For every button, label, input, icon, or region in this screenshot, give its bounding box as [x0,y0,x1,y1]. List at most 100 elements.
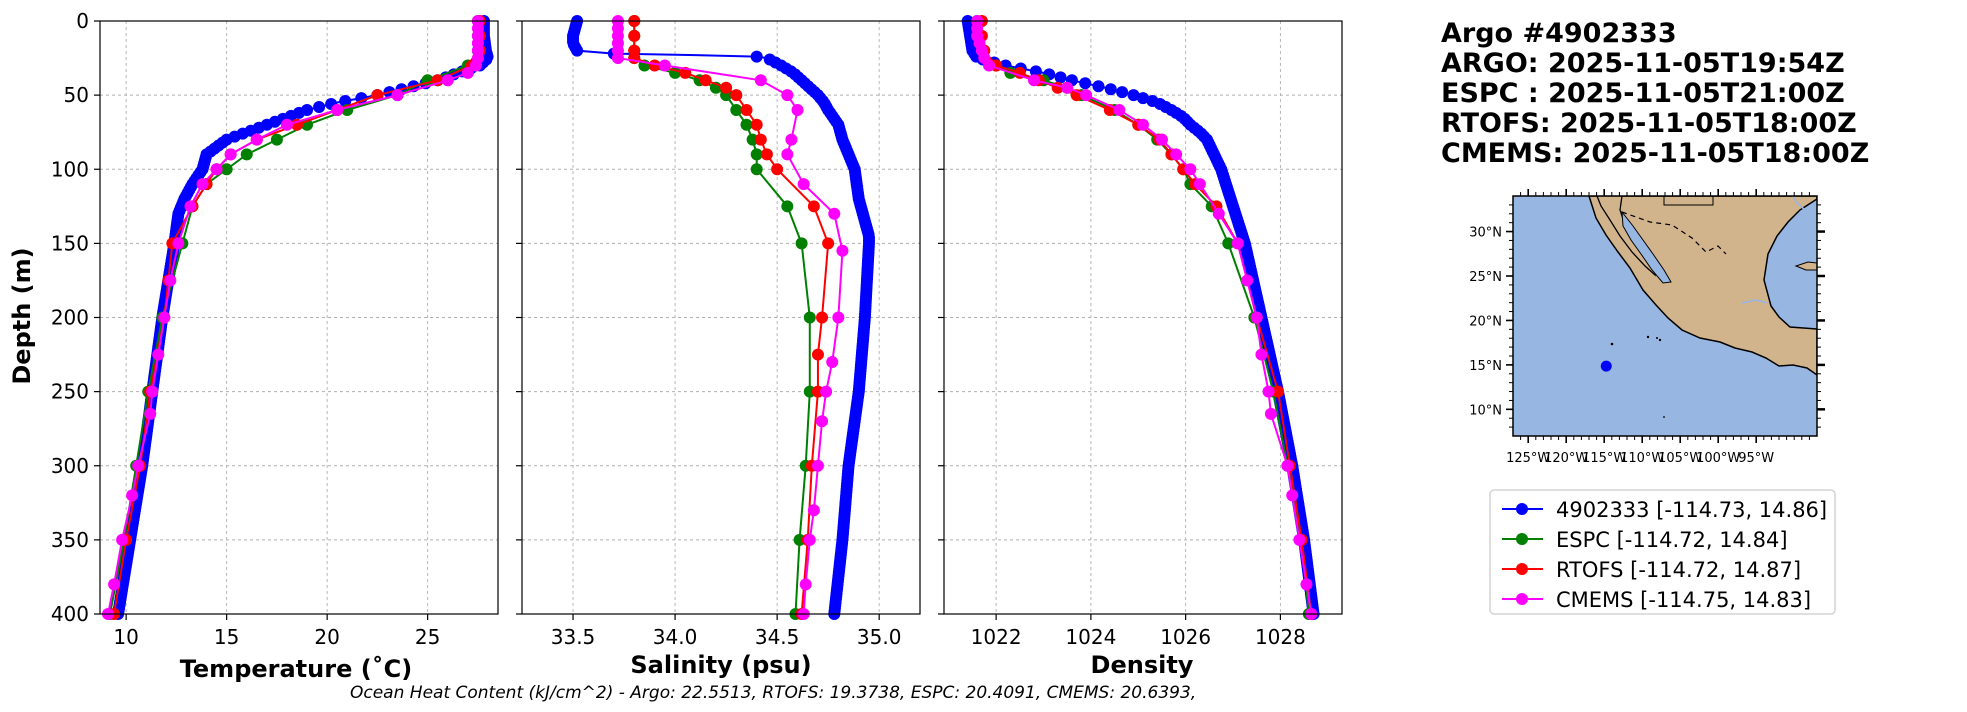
salinity-series-cmems-point [611,52,624,65]
map-top-border [1663,196,1714,206]
legend-box [1489,489,1836,615]
salinity-series-rtofs-point [771,163,784,176]
salinity-series-rtofs-point [720,81,733,94]
density-xlabel: Density [1091,651,1194,679]
density-series-cmems-point [1241,274,1254,287]
temperature-series-espc-point [270,133,283,146]
map-lon-tick-label: 95°W [1738,451,1774,466]
density-panel: 1022 1024 1026 1028 Density [938,15,1343,679]
salinity-xtick-label: 33.5 [551,625,596,649]
depth-ytick-label: 0 [76,9,89,33]
density-series-4902333-point [1079,77,1092,90]
salinity-series-espc-point [781,200,794,213]
salinity-series-rtofs-point [628,29,641,42]
salinity-series-rtofs-point [811,348,824,361]
salinity-series-rtofs-point [699,74,712,87]
salinity-series-cmems-point [658,59,671,72]
map-land-mexico-usa [1588,196,1817,376]
legend-entry-cmems: CMEMS [-114.75, 14.83] [1502,588,1811,612]
temperature-series-cmems-point [144,407,157,420]
salinity-series-cmems-point [785,133,798,146]
temperature-series-cmems-point [126,489,139,502]
density-xtick-label: 1026 [1160,625,1211,649]
legend: 4902333 [-114.73, 14.86] ESPC [-114.72, 1… [1489,489,1836,615]
density-series-4902333-point [1137,92,1149,105]
density-series-cmems-point [1264,407,1277,420]
map-lon-tick-label: 120°W [1544,451,1588,466]
ocean-heat-content-footer: Ocean Heat Content (kJ/cm^2) - Argo: 22.… [350,683,1196,703]
map-island-1 [1610,342,1614,346]
title-float-id: Argo #4902333 [1441,18,1677,49]
temperature-series-cmems-point [184,200,197,213]
title-argo-time: ARGO: 2025-11-05T19:54Z [1441,48,1845,79]
temperature-panel: 10 15 20 25 0 50 100 150 200 250 300 350 400 Temper… [8,9,499,683]
map-lon-tick-label: 100°W [1696,451,1740,466]
density-series-cmems-point [1113,103,1126,116]
title-cmems-time: CMEMS: 2025-11-05T18:00Z [1441,138,1869,169]
salinity-series-cmems-point [828,207,841,220]
temperature-series-cmems-point [441,74,454,87]
salinity-xtick-label: 34.5 [755,625,800,649]
salinity-series-4902333-point [571,44,584,57]
legend-marker [1516,593,1528,605]
temperature-series-cmems-point [158,311,171,324]
density-series-espc-point [1222,237,1235,250]
density-xtick-label: 1022 [971,625,1022,649]
depth-ytick-label: 200 [51,306,89,330]
temperature-series-4902333-point [313,100,326,113]
temperature-xtick-label: 10 [113,625,138,649]
density-series-cmems-point [1286,489,1299,502]
temperature-series-cmems-point [132,459,145,472]
salinity-series-rtofs-point [760,148,773,161]
map-lat-tick-label: 30°N [1469,226,1502,241]
salinity-series-rtofs-point [740,103,753,116]
salinity-series-cmems-point [826,355,839,368]
temperature-series-rtofs-point [371,89,384,102]
temperature-series-cmems-point [116,533,129,546]
temperature-series-espc-point [240,148,253,161]
density-series-4902333-point [1127,89,1140,102]
temperature-series-cmems-point [331,103,344,116]
depth-ytick-label: 400 [51,602,89,626]
density-series-cmems-point [1080,89,1093,102]
salinity-xtick-label: 35.0 [857,625,902,649]
salinity-xtick-label: 34.0 [653,625,698,649]
salinity-series-cmems-point [820,385,833,398]
salinity-series-cmems-point [832,311,845,324]
map-lon-tick-label: 110°W [1620,451,1664,466]
salinity-series-cmems-point [797,178,810,191]
salinity-series-cmems-point [816,415,829,428]
density-series-cmems-point [1193,178,1206,191]
map-island-3 [1658,338,1662,342]
depth-ytick-label: 300 [51,454,89,478]
salinity-xlabel: Salinity (psu) [630,651,811,679]
salinity-series-cmems-point [781,89,794,102]
depth-ytick-label: 50 [64,83,89,107]
temperature-xtick-label: 25 [415,625,440,649]
map-island-4 [1656,337,1658,339]
legend-marker [1516,503,1528,515]
salinity-series-cmems-point [807,504,820,517]
salinity-panel: 33.5 34.0 34.5 35.0 Salinity (psu) [516,15,921,679]
temperature-series-cmems-point [250,133,263,146]
salinity-series-rtofs-point [807,200,820,213]
argo-float-marker [1600,360,1612,372]
salinity-series-cmems-point [791,103,804,116]
depth-ytick-label: 100 [51,157,89,181]
salinity-series-espc-point [750,148,763,161]
map-gulf-of-california [1621,210,1672,284]
depth-ytick-label: 250 [51,380,89,404]
legend-marker [1516,533,1528,545]
density-series-cmems-point [1028,74,1041,87]
depth-ytick-label: 150 [51,231,89,255]
map-lon-tick-label: 115°W [1582,451,1626,466]
salinity-series-espc-point [740,118,753,131]
salinity-series-cmems-point [803,533,816,546]
temperature-xlabel: Temperature (˚C) [180,655,413,683]
map-lat-tick-label: 10°N [1469,403,1502,418]
density-series-cmems-point [1170,148,1183,161]
map-rivers [1741,196,1806,304]
temperature-series-cmems-point [469,59,482,72]
salinity-series-rtofs-point [822,237,835,250]
